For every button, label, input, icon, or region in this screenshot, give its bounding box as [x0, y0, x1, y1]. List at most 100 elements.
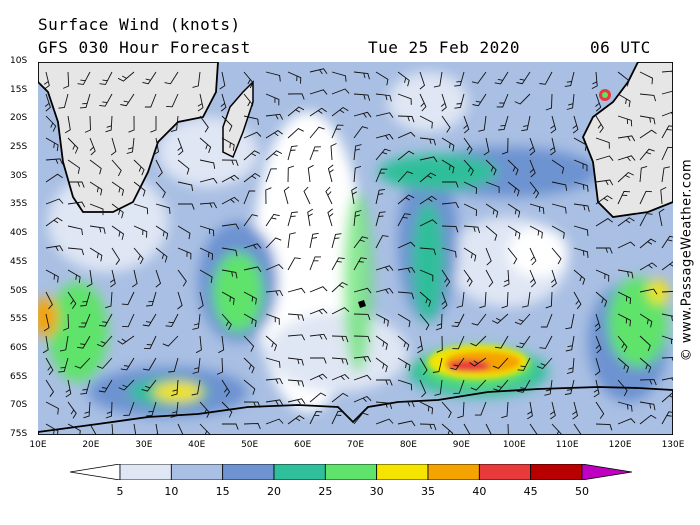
wind-barb — [463, 203, 478, 217]
wind-barb — [565, 313, 575, 330]
wind-barb — [661, 335, 673, 345]
wind-barb — [265, 378, 284, 385]
wind-barb — [243, 266, 262, 273]
wind-barb — [155, 225, 169, 240]
wind-barb — [155, 181, 166, 199]
lon-label: 80E — [399, 440, 417, 450]
wind-barb — [331, 410, 345, 425]
wind-barb — [287, 165, 295, 183]
wind-barb — [243, 357, 255, 374]
wind-barb — [375, 133, 394, 140]
wind-barb — [507, 225, 521, 240]
wind-barb — [397, 115, 415, 123]
wind-barb — [573, 423, 582, 435]
wind-barbs — [42, 68, 673, 435]
wind-barb — [287, 211, 298, 227]
wind-barb — [397, 131, 416, 139]
wind-barb — [58, 357, 69, 373]
wind-barb — [441, 202, 460, 209]
wind-barb — [109, 423, 114, 435]
wind-barb — [309, 357, 327, 364]
wind-barb — [617, 155, 636, 162]
wind-barb — [564, 379, 575, 395]
wind-barb — [45, 357, 54, 376]
wind-barb — [177, 137, 184, 156]
wind-barb — [221, 137, 235, 151]
wind-barb — [550, 269, 557, 288]
wind-barb — [573, 203, 590, 212]
wind-barb — [331, 373, 350, 381]
wind-barb — [199, 401, 210, 418]
wind-barb — [493, 379, 509, 392]
wind-barb — [397, 379, 413, 391]
wind-barb — [463, 115, 470, 134]
wind-barb — [265, 71, 281, 82]
wind-barb — [419, 423, 437, 431]
wind-barb — [164, 71, 179, 85]
wind-barb — [243, 335, 255, 352]
lon-label: 20E — [82, 440, 100, 450]
wind-barb — [529, 159, 536, 178]
wind-barb — [309, 392, 327, 403]
wind-barb — [658, 208, 665, 227]
wind-barb — [539, 71, 553, 85]
kerguelen-island — [358, 300, 366, 308]
wind-barb — [265, 399, 284, 406]
wind-barb — [155, 159, 163, 178]
lat-label: 10S — [10, 56, 28, 66]
wind-barb — [397, 171, 414, 183]
wind-barb — [434, 379, 443, 396]
wind-barb — [463, 137, 473, 155]
wind-barb — [155, 247, 168, 263]
wind-barb — [309, 308, 328, 315]
wind-barb — [375, 287, 394, 294]
wind-barb — [463, 181, 478, 195]
wind-barb — [59, 335, 69, 352]
colorbar-segment — [222, 464, 275, 480]
wind-barb — [45, 198, 64, 205]
lat-label: 15S — [10, 84, 28, 95]
wind-barb — [325, 186, 333, 205]
wind-barb — [192, 313, 201, 330]
wind-barb — [123, 401, 135, 416]
wind-barb — [287, 128, 304, 139]
wind-barb — [168, 357, 179, 373]
wind-barb — [353, 313, 371, 321]
wind-map[interactable] — [38, 62, 673, 435]
wind-barb — [617, 401, 633, 412]
wind-barb — [331, 392, 349, 403]
wind-barb — [67, 401, 77, 419]
wind-barb — [221, 291, 235, 305]
wind-barb — [142, 357, 157, 371]
wind-barb — [617, 335, 628, 353]
wind-barb — [539, 335, 553, 349]
wind-barb — [309, 411, 323, 425]
wind-barb — [639, 129, 657, 139]
wind-barb — [507, 203, 521, 218]
wind-barb — [397, 194, 415, 205]
colorbar-segment — [324, 464, 378, 480]
wind-barb — [483, 137, 490, 156]
wind-barb — [120, 93, 135, 107]
wind-barb — [397, 213, 411, 227]
wind-barb — [454, 71, 465, 87]
wind-barb — [131, 269, 138, 288]
wind-barb — [617, 71, 630, 87]
wind-barb — [89, 423, 97, 435]
wind-barb — [146, 291, 157, 307]
wind-barb — [376, 379, 393, 386]
wind-barb — [595, 195, 613, 205]
colorbar-segment — [376, 464, 429, 480]
lon-label: 10E — [29, 440, 47, 450]
wind-barb — [595, 115, 604, 133]
wind-barb — [78, 313, 91, 328]
wind-barb — [178, 203, 195, 210]
wind-barb — [265, 93, 280, 106]
wind-barb — [498, 115, 509, 131]
wind-barb — [353, 126, 369, 139]
wind-barb — [397, 420, 416, 427]
wind-barb — [661, 261, 673, 271]
wind-barb — [450, 357, 465, 371]
wind-maximum — [428, 345, 528, 379]
lon-label: 30E — [135, 440, 153, 450]
